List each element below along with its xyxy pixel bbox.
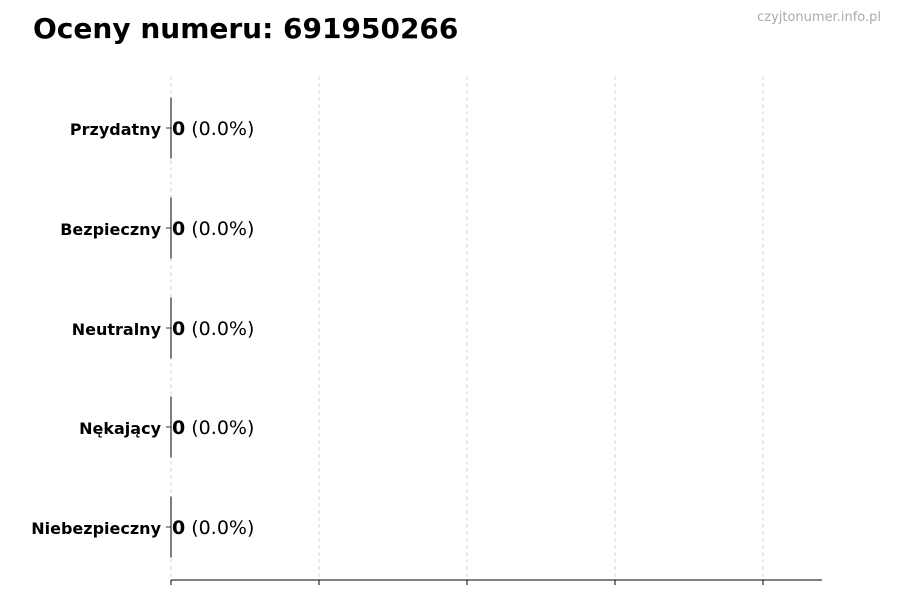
data-label: 0 (0.0%)	[172, 517, 254, 539]
category-label: Neutralny	[72, 320, 162, 339]
data-label: 0 (0.0%)	[172, 417, 254, 439]
watermark: czyjtonumer.info.pl	[757, 10, 881, 25]
count-label: 0	[172, 218, 185, 240]
count-label: 0	[172, 118, 185, 140]
category-label: Przydatny	[70, 120, 162, 139]
data-label: 0 (0.0%)	[172, 118, 254, 140]
count-label: 0	[172, 517, 185, 539]
category-label: Nękający	[79, 419, 161, 438]
percent-label: (0.0%)	[185, 318, 254, 340]
category-label: Bezpieczny	[60, 220, 161, 239]
percent-label: (0.0%)	[185, 517, 254, 539]
count-label: 0	[172, 318, 185, 340]
count-label: 0	[172, 417, 185, 439]
category-label: Niebezpieczny	[31, 519, 161, 538]
percent-label: (0.0%)	[185, 118, 254, 140]
data-label: 0 (0.0%)	[172, 218, 254, 240]
percent-label: (0.0%)	[185, 218, 254, 240]
percent-label: (0.0%)	[185, 417, 254, 439]
chart-title: Oceny numeru: 691950266	[33, 12, 459, 45]
data-label: 0 (0.0%)	[172, 318, 254, 340]
